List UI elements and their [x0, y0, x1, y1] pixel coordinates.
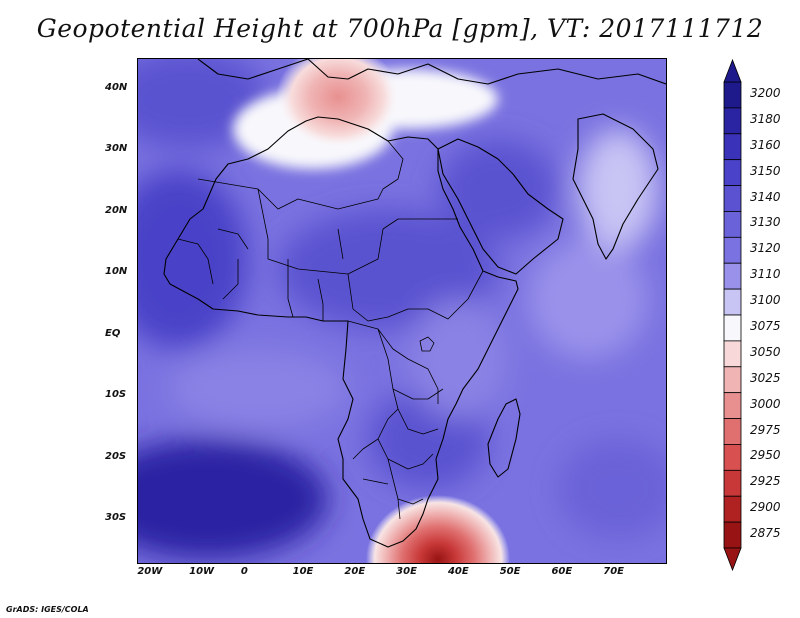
high-west-africa — [138, 169, 248, 349]
light-arabian-sea — [528, 239, 648, 359]
lon-tick-label: 30E — [396, 566, 417, 577]
lon-tick-label: 70E — [603, 566, 624, 577]
colorbar-level-label: 3200 — [750, 85, 781, 100]
africa-coastline — [163, 116, 519, 548]
lat-tick-label: 40N — [105, 81, 128, 93]
colorbar-swatch — [723, 211, 742, 238]
colorbar-level-label: 2875 — [750, 526, 781, 541]
colorbar-level-label: 3025 — [750, 370, 781, 385]
colorbar-swatch — [723, 107, 742, 135]
colorbar-swatch — [723, 366, 742, 394]
colorbar-level-label: 3150 — [750, 163, 781, 178]
colorbar-swatch — [723, 469, 742, 497]
lon-tick-label: 10E — [292, 566, 314, 577]
lat-tick-label: 10N — [105, 266, 128, 278]
high-sahara — [278, 209, 498, 329]
madagascar-coastline — [487, 398, 521, 478]
colorbar-swatch — [723, 133, 742, 161]
colorbar-lower-arrow — [723, 547, 742, 572]
colorbar-level-label: 3120 — [750, 241, 781, 256]
india-coastline — [572, 113, 659, 260]
colorbar-level-label: 3160 — [750, 137, 781, 152]
lon-tick-label: 10W — [189, 566, 215, 577]
europe-coastline — [197, 59, 666, 85]
high-south-atlantic — [138, 439, 328, 559]
lat-tick-label: EQ — [105, 327, 121, 339]
colorbar-swatch — [723, 159, 742, 186]
colorbar-swatch — [723, 185, 742, 212]
colorbar-level-label: 3140 — [750, 189, 781, 204]
colorbar-swatch — [723, 314, 742, 342]
colorbar-swatch — [723, 262, 742, 290]
low-center-south — [366, 495, 510, 563]
lon-tick-label: 20E — [344, 566, 366, 577]
colorbar-swatch — [723, 392, 742, 419]
colorbar-level-label: 3050 — [750, 344, 781, 359]
lat-tick-label: 30N — [105, 143, 128, 155]
map-frame — [137, 58, 667, 564]
colorbar-upper-arrow — [723, 58, 742, 83]
colorbar-swatch — [723, 340, 742, 368]
colorbar-swatch — [723, 444, 742, 471]
light-east-africa — [408, 299, 508, 419]
colorbar-level-label: 2950 — [750, 448, 781, 463]
lon-tick-label: 60E — [551, 566, 573, 577]
lon-tick-label: 40E — [447, 566, 469, 577]
colorbar-level-label: 2925 — [750, 474, 781, 489]
credit-text: GrADS: IGES/COLA — [6, 605, 89, 614]
lon-tick-label: 20W — [137, 566, 163, 577]
colorbar-level-label: 3075 — [750, 318, 781, 333]
light-india — [578, 129, 658, 249]
colorbar-level-label: 3110 — [750, 267, 781, 282]
lon-tick-label: 0 — [240, 566, 248, 577]
lon-tick-label: 50E — [499, 566, 521, 577]
colorbar-swatch — [723, 418, 742, 445]
lat-tick-label: 30S — [105, 511, 127, 523]
colorbar-level-label: 3130 — [750, 215, 781, 230]
lake-victoria-outline — [419, 336, 435, 352]
height-field-map — [138, 59, 666, 563]
light-equatorial-atlantic — [168, 349, 348, 429]
colorbar-level-label: 3180 — [750, 111, 781, 126]
high-indian-ocean — [558, 439, 666, 539]
colorbar-level-label: 2900 — [750, 500, 781, 515]
lat-tick-label: 20N — [105, 204, 128, 216]
colorbar-level-label: 2975 — [750, 422, 781, 437]
low-center-mediterranean — [276, 59, 400, 149]
high-arabia — [438, 139, 558, 239]
colorbar-level-label: 3000 — [750, 396, 781, 411]
colorbar-swatch — [723, 521, 742, 549]
colorbar-level-label: 3100 — [750, 293, 781, 308]
colorbar-swatch — [723, 236, 742, 264]
lat-tick-label: 10S — [105, 389, 127, 401]
country-borders — [177, 140, 484, 520]
map-title: Geopotential Height at 700hPa [gpm], VT:… — [36, 14, 764, 43]
colorbar-swatch — [723, 495, 742, 523]
lat-tick-label: 20S — [105, 450, 127, 462]
colorbar-swatch — [723, 288, 742, 316]
colorbar-swatch — [723, 81, 742, 109]
arabia-coastline — [437, 138, 564, 275]
